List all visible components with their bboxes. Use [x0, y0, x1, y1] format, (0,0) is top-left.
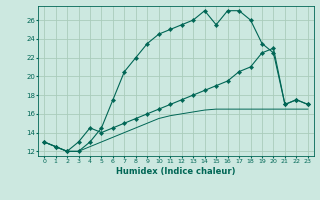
- X-axis label: Humidex (Indice chaleur): Humidex (Indice chaleur): [116, 167, 236, 176]
